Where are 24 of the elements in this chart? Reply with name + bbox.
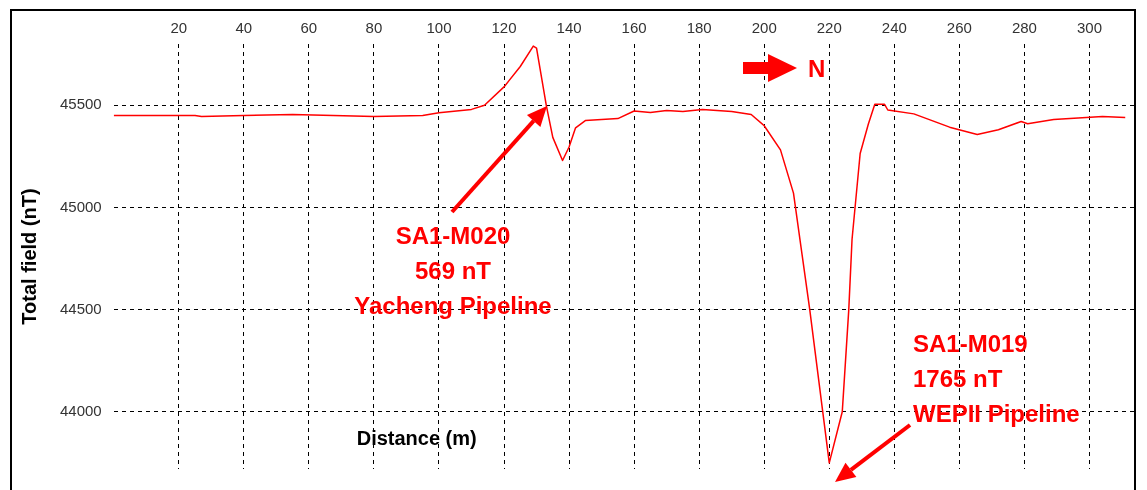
x-tick-label: 100 xyxy=(426,19,452,37)
y-tick-label: 45500 xyxy=(59,95,102,113)
x-tick-label: 260 xyxy=(946,19,972,37)
x-axis-title: Distance (m) xyxy=(356,426,477,449)
x-tick-label: 40 xyxy=(235,19,253,37)
x-tick-label: 60 xyxy=(300,19,318,37)
annotation: SA1-M020 569 nT Yacheng Pipeline xyxy=(354,221,552,319)
x-tick-label: 280 xyxy=(1011,19,1037,37)
x-tick-label: 300 xyxy=(1076,19,1102,37)
x-tick-label: 140 xyxy=(556,19,582,37)
x-tick-label: 180 xyxy=(686,19,712,37)
x-tick-label: 200 xyxy=(751,19,777,37)
x-tick-label: 80 xyxy=(365,19,383,37)
x-tick-label: 220 xyxy=(816,19,842,37)
y-axis-title: Total field (nT) xyxy=(17,188,40,325)
y-tick-label: 45000 xyxy=(59,197,102,215)
y-tick-label: 44000 xyxy=(59,401,102,419)
y-tick-label: 44500 xyxy=(59,299,102,317)
annotation: SA1-M019 1765 nT WEPII Pipeline xyxy=(913,329,1080,427)
x-tick-label: 120 xyxy=(491,19,517,37)
annotation: N xyxy=(808,54,826,82)
x-tick-label: 160 xyxy=(621,19,647,37)
x-tick-label: 240 xyxy=(881,19,907,37)
x-tick-label: 20 xyxy=(170,19,188,37)
